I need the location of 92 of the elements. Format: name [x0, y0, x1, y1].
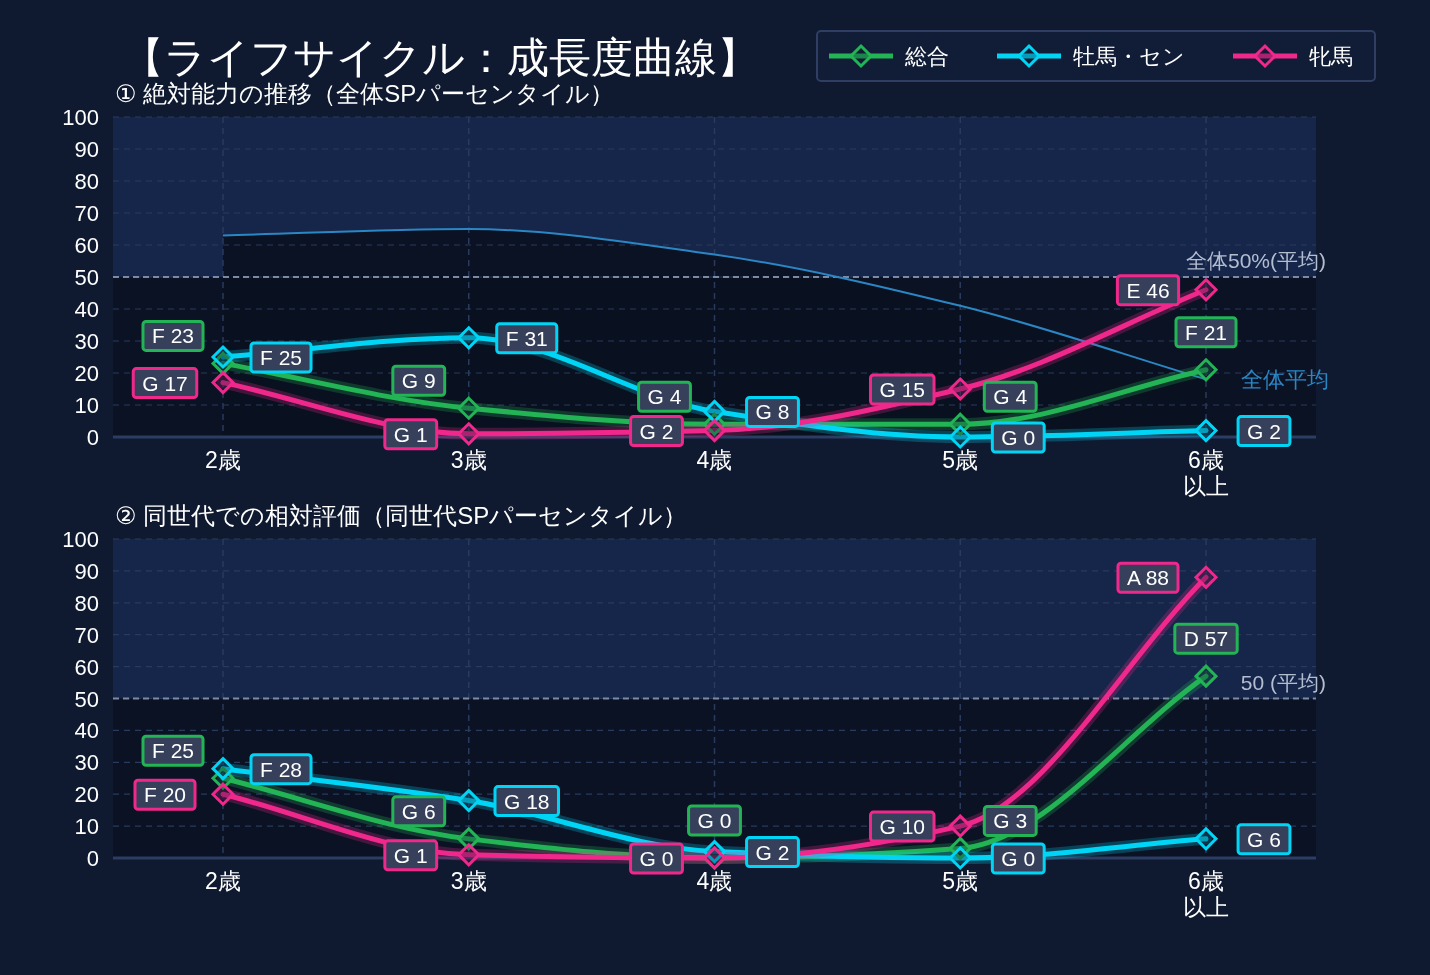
data-label: G 0	[1001, 426, 1036, 449]
point	[948, 814, 972, 838]
data-label: G 2	[1247, 419, 1281, 443]
data-label: G 2	[755, 840, 790, 864]
legend-label: 総合	[904, 44, 949, 69]
data-label: F 25	[259, 346, 303, 369]
data-label: G 1	[393, 422, 428, 446]
point	[457, 396, 481, 420]
point	[1194, 827, 1218, 851]
y-tick-label: 90	[74, 558, 99, 584]
y-tick-label: 80	[74, 590, 99, 616]
y-tick-label: 40	[74, 718, 99, 744]
point	[211, 371, 235, 395]
data-label: F 28	[259, 757, 303, 781]
x-tick-label: 6歳以上	[1183, 868, 1229, 920]
x-tick-label: 2歳	[205, 447, 241, 473]
point	[457, 843, 481, 867]
x-tick-label: 3歳	[450, 447, 487, 473]
point	[948, 425, 972, 449]
y-tick-label: 0	[86, 846, 99, 871]
point	[1194, 419, 1218, 443]
point	[211, 345, 235, 369]
legend-label: 牝馬	[1309, 44, 1353, 69]
x-tick-label: 5歳	[942, 447, 979, 473]
data-label: G 4	[993, 385, 1028, 409]
point	[1194, 358, 1218, 382]
y-tick-label: 30	[74, 750, 99, 776]
data-label: G 18	[503, 789, 550, 813]
y-tick-label: 30	[74, 329, 99, 354]
y-tick-label: 40	[74, 297, 99, 322]
y-tick-label: 70	[74, 201, 99, 226]
point	[948, 846, 972, 870]
y-tick-label: 10	[74, 814, 99, 840]
data-label: G 4	[647, 385, 682, 409]
data-label: F 25	[151, 739, 195, 763]
y-tick-label: 90	[74, 137, 99, 162]
y-tick-label: 20	[74, 782, 99, 808]
data-label: F 20	[143, 783, 187, 807]
y-tick-label: 50	[74, 265, 99, 290]
data-label: G 0	[639, 847, 674, 870]
data-label: D 57	[1183, 627, 1229, 651]
point	[457, 422, 481, 446]
data-label: G 2	[639, 419, 674, 443]
chart-subtitle: ① 絶対能力の推移（全体SPパーセンタイル）	[115, 80, 615, 107]
point	[1194, 565, 1218, 589]
ref-line-label: 全体50%(平均)	[1185, 249, 1326, 272]
x-tick-label: 3歳	[450, 868, 487, 894]
point	[948, 377, 972, 401]
series-label: 全体平均	[1241, 367, 1329, 393]
chart-title: 【ライフサイクル：成長度曲線】	[121, 34, 759, 81]
y-tick-label: 0	[86, 425, 99, 450]
legend-label: 牡馬・セン	[1073, 44, 1185, 69]
x-tick-label: 4歳	[696, 447, 733, 473]
data-label: G 10	[879, 815, 926, 839]
point	[457, 789, 481, 813]
point	[703, 399, 726, 423]
data-label: E 46	[1126, 278, 1170, 302]
data-label: G 6	[1247, 827, 1281, 851]
point	[703, 419, 726, 443]
y-tick-label: 60	[74, 654, 99, 680]
y-tick-label: 70	[74, 622, 99, 648]
data-label: G 9	[401, 369, 436, 393]
chart-subtitle: ② 同世代での相対評価（同世代SPパーセンタイル）	[115, 502, 688, 529]
data-label: G 8	[755, 400, 790, 424]
y-tick-label: 60	[74, 233, 99, 258]
data-label: G 15	[879, 378, 926, 401]
y-tick-label: 100	[62, 105, 99, 130]
data-label: F 23	[151, 324, 195, 348]
point	[211, 757, 235, 781]
y-tick-label: 50	[74, 686, 99, 712]
data-label: F 31	[505, 326, 548, 350]
data-label: F 21	[1184, 320, 1228, 344]
data-label: A 88	[1126, 566, 1170, 590]
y-tick-label: 20	[74, 361, 99, 386]
x-tick-label: 6歳以上	[1183, 447, 1229, 499]
data-label: G 6	[401, 799, 436, 823]
data-label: G 3	[993, 809, 1028, 833]
ref-line-label: 50 (平均)	[1240, 670, 1326, 694]
data-label: G 17	[142, 371, 188, 395]
x-tick-label: 2歳	[205, 868, 241, 894]
data-label: G 1	[393, 843, 428, 867]
y-tick-label: 80	[74, 169, 99, 194]
point	[457, 326, 481, 350]
y-tick-label: 100	[62, 527, 99, 552]
data-label: G 0	[1001, 847, 1036, 870]
point	[1194, 278, 1218, 302]
point	[1194, 664, 1218, 688]
point	[211, 782, 235, 806]
data-label: G 0	[697, 809, 732, 832]
x-tick-label: 4歳	[696, 868, 733, 894]
x-tick-label: 5歳	[942, 868, 979, 894]
y-tick-label: 10	[74, 393, 99, 418]
